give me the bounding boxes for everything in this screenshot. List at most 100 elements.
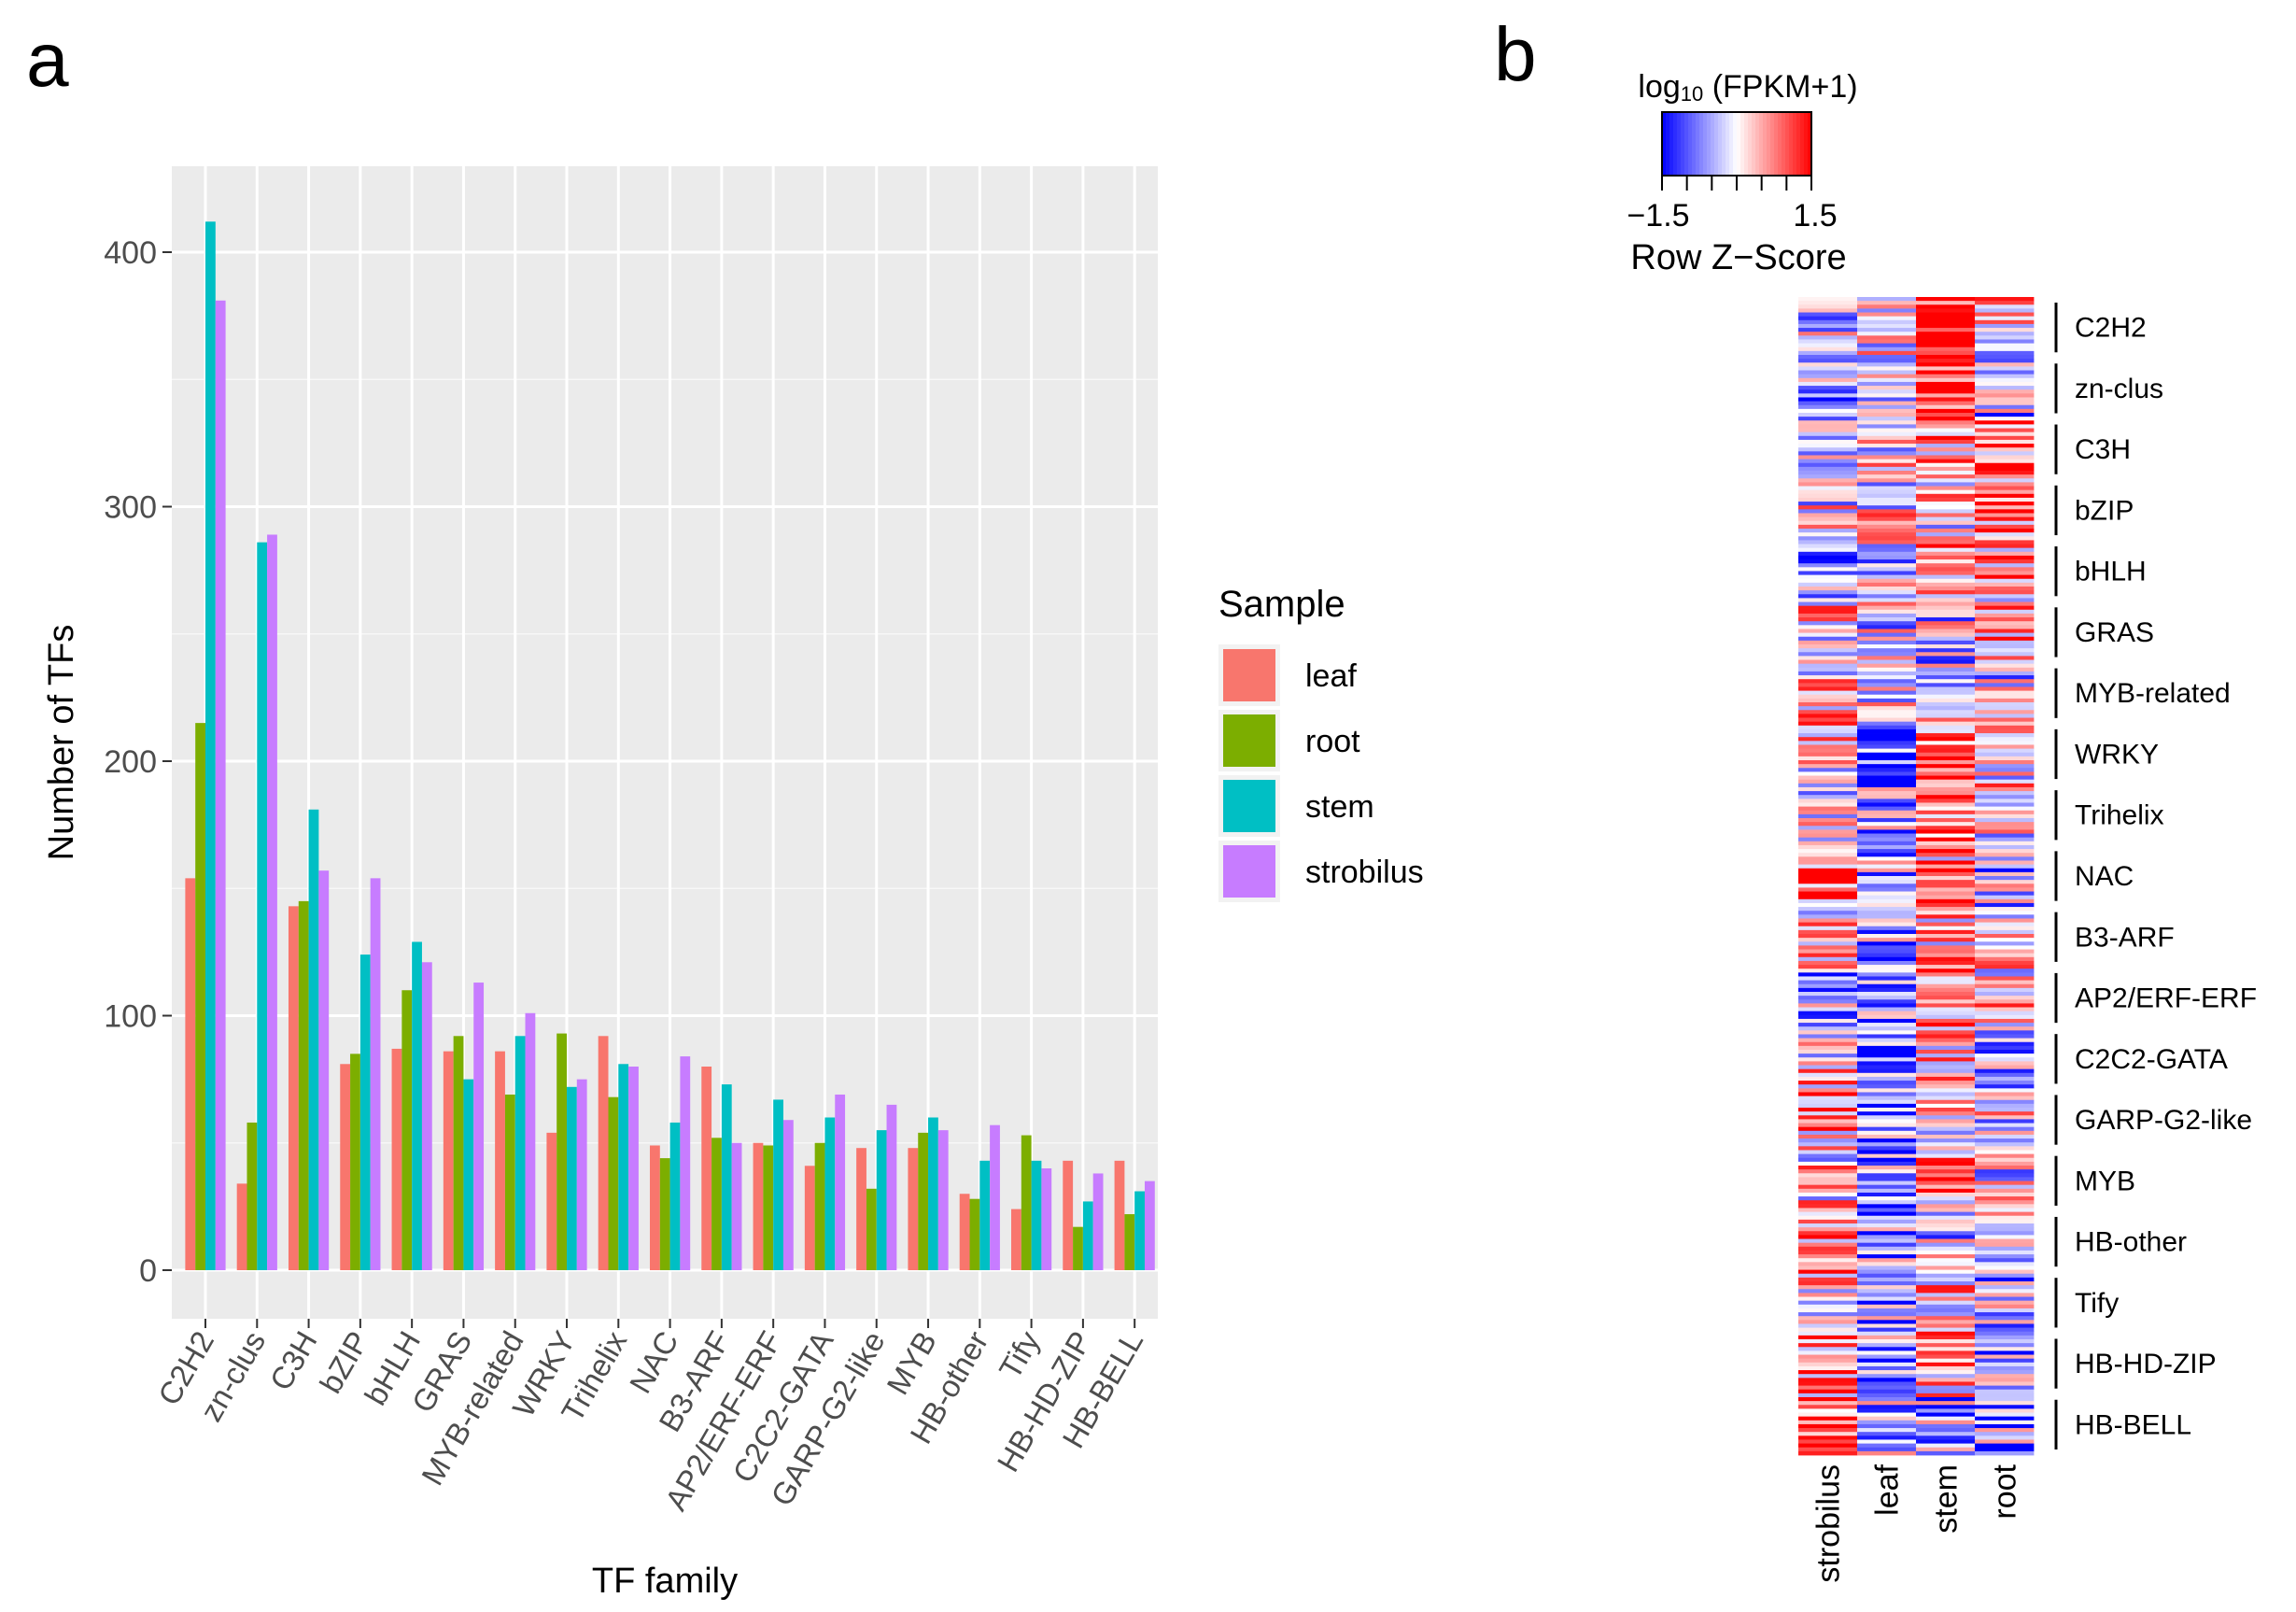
heatmap-cell: [1798, 868, 1858, 873]
heatmap-cell: [1857, 860, 1917, 865]
heatmap-cell: [1916, 891, 1976, 897]
heatmap-cell: [1916, 706, 1976, 711]
heatmap-cell: [1857, 833, 1917, 839]
heatmap-cell: [1975, 690, 2035, 696]
heatmap-cell: [1857, 659, 1917, 665]
heatmap-cell: [1916, 868, 1976, 873]
heatmap-cell: [1857, 721, 1917, 727]
heatmap-cell: [1975, 1254, 2035, 1259]
heatmap-cell: [1916, 1316, 1976, 1321]
heatmap-cell: [1975, 451, 2035, 456]
heatmap-cell: [1857, 1007, 1917, 1012]
heatmap-cell: [1798, 1011, 1858, 1016]
heatmap-cell: [1975, 613, 2035, 618]
heatmap-cell: [1798, 895, 1858, 900]
heatmap-cell: [1975, 332, 2035, 336]
color-key-segment: [1763, 112, 1768, 176]
heatmap-cell: [1975, 1115, 2035, 1120]
heatmap-cell: [1798, 574, 1858, 580]
heatmap-cell: [1975, 386, 2035, 390]
heatmap-cell: [1916, 911, 1976, 915]
heatmap-cell: [1975, 737, 2035, 742]
heatmap-cell: [1975, 520, 2035, 526]
heatmap-cell: [1916, 929, 1976, 935]
bar-stem-WRKY: [567, 1086, 577, 1270]
bar-root-Tify: [1021, 1135, 1032, 1270]
heatmap-cell: [1798, 1242, 1858, 1248]
heatmap-cell: [1798, 1289, 1858, 1294]
heatmap-cell: [1798, 965, 1858, 969]
heatmap-cell: [1975, 493, 2035, 499]
heatmap-cell: [1857, 1316, 1917, 1321]
heatmap-cell: [1798, 744, 1858, 749]
x-axis-title: TF family: [592, 1562, 738, 1601]
heatmap-cell: [1798, 737, 1858, 742]
heatmap-cell: [1857, 1219, 1917, 1224]
heatmap-cell: [1857, 972, 1917, 977]
color-key-segment: [1726, 112, 1730, 176]
heatmap-cell: [1798, 555, 1858, 560]
heatmap-cell: [1798, 374, 1858, 379]
bar-leaf-MYB: [908, 1148, 919, 1270]
heatmap-cell: [1916, 1081, 1976, 1085]
heatmap-cell: [1975, 1412, 2035, 1418]
heatmap-cell: [1798, 1065, 1858, 1070]
heatmap-cell: [1857, 725, 1917, 730]
heatmap-cell: [1857, 1014, 1917, 1020]
heatmap-cell: [1857, 1072, 1917, 1078]
legend-swatch-root: [1223, 714, 1275, 767]
heatmap-cell: [1975, 1119, 2035, 1124]
color-key-segment: [1774, 112, 1779, 176]
heatmap-cell: [1916, 690, 1976, 696]
heatmap-cell: [1798, 350, 1858, 356]
heatmap-cell: [1798, 934, 1858, 939]
bar-stem-C2H2: [205, 221, 216, 1270]
heatmap-cell: [1798, 1235, 1858, 1239]
heatmap-cell: [1916, 725, 1976, 730]
heatmap-cell: [1916, 1347, 1976, 1351]
heatmap-cell: [1857, 1146, 1917, 1151]
heatmap-cell: [1916, 1277, 1976, 1282]
heatmap-cell: [1798, 945, 1858, 950]
color-key-segment: [1804, 112, 1809, 176]
heatmap-cell: [1857, 737, 1917, 742]
heatmap-cell: [1916, 764, 1976, 769]
heatmap-cell: [1916, 1153, 1976, 1159]
heatmap-cell: [1798, 1111, 1858, 1116]
heatmap-cell: [1857, 609, 1917, 615]
heatmap-cell: [1975, 934, 2035, 939]
heatmap-cell: [1975, 884, 2035, 888]
heatmap-cell: [1916, 1192, 1976, 1197]
heatmap-cell: [1857, 714, 1917, 718]
heatmap-cell: [1916, 1365, 1976, 1371]
heatmap-cell: [1916, 1084, 1976, 1089]
heatmap-cell: [1857, 1081, 1917, 1085]
heatmap-cell: [1798, 598, 1858, 602]
heatmap-cell: [1857, 377, 1917, 383]
color-key-segment: [1696, 112, 1700, 176]
heatmap-cell: [1916, 999, 1976, 1004]
heatmap-cell: [1798, 1038, 1858, 1043]
heatmap-cell: [1798, 1296, 1858, 1302]
heatmap-cell: [1798, 1304, 1858, 1309]
heatmap-cell: [1798, 1354, 1858, 1360]
heatmap-cell: [1975, 1138, 2035, 1143]
y-axis-title: Number of TFs: [42, 625, 81, 861]
heatmap-cell: [1916, 466, 1976, 472]
heatmap-cell: [1975, 1111, 2035, 1116]
heatmap-cell: [1857, 1327, 1917, 1333]
color-key-segment: [1796, 112, 1801, 176]
heatmap-cell: [1916, 431, 1976, 437]
heatmap-cell: [1975, 559, 2035, 564]
heatmap-cell: [1975, 1262, 2035, 1266]
heatmap-cell: [1975, 444, 2035, 448]
color-key-segment: [1759, 112, 1764, 176]
heatmap-cell: [1798, 1277, 1858, 1282]
heatmap-cell: [1975, 938, 2035, 942]
heatmap-cell: [1798, 455, 1858, 460]
heatmap-cell: [1975, 339, 2035, 344]
bar-root-C3H: [298, 900, 309, 1270]
heatmap-cell: [1916, 1103, 1976, 1109]
heatmap-cell: [1798, 876, 1858, 881]
heatmap-cell: [1857, 1242, 1917, 1248]
